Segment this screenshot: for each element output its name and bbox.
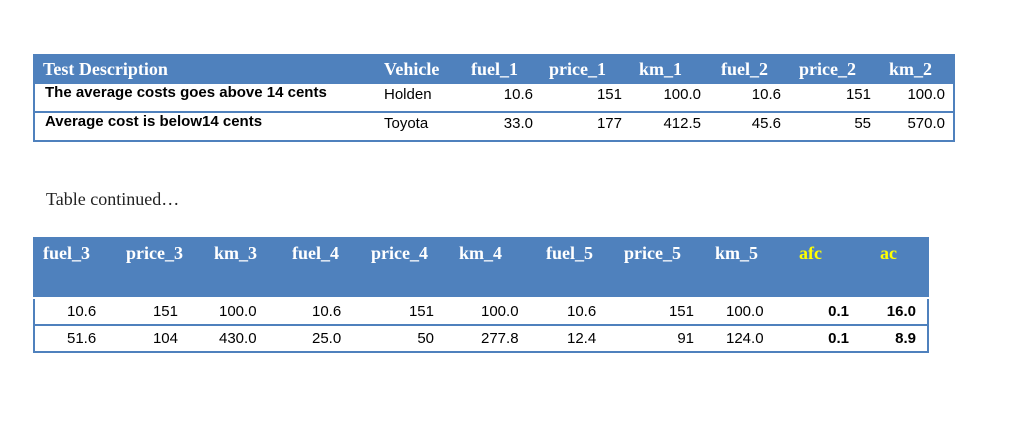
- column-header: fuel_3: [34, 238, 118, 298]
- table-cell: 10.6: [463, 82, 541, 112]
- table-cell: 104: [118, 324, 206, 352]
- column-header: fuel_2: [713, 55, 791, 83]
- table-continued: fuel_3 price_3 km_3 fuel_4 price_4 km_4 fuel_5…: [33, 237, 929, 353]
- column-header: afc: [791, 238, 866, 298]
- table-row: 10.6 151 100.0 10.6 151 100.0 10.6 151 100.0 0.1 1…: [34, 297, 928, 325]
- column-header: Vehicle: [376, 55, 463, 83]
- column-header: Test Description: [34, 55, 376, 83]
- table-cell: 151: [118, 297, 206, 325]
- table-cell: 25.0: [284, 324, 363, 352]
- table-main: Test Description Vehicle fuel_1 price_1 km_1…: [33, 54, 955, 142]
- header-row: Test Description Vehicle fuel_1 price_1 km_1…: [34, 55, 954, 83]
- column-header: km_3: [206, 238, 284, 298]
- table-cell: 10.6: [713, 82, 791, 112]
- table-cell: 430.0: [206, 324, 284, 352]
- column-header: ac: [866, 238, 928, 298]
- table-cell: 151: [541, 82, 631, 112]
- table-cell: 412.5: [631, 111, 713, 141]
- table-cell: 10.6: [34, 297, 118, 325]
- column-header: fuel_4: [284, 238, 363, 298]
- table-cell: 570.0: [881, 111, 954, 141]
- table-cell: 12.4: [538, 324, 616, 352]
- table-cell: 51.6: [34, 324, 118, 352]
- table-cell: 10.6: [284, 297, 363, 325]
- column-header: km_1: [631, 55, 713, 83]
- column-header: km_4: [451, 238, 538, 298]
- table-cell: 277.8: [451, 324, 538, 352]
- table-cell: 16.0: [866, 297, 928, 325]
- table-cell: Toyota: [376, 111, 463, 141]
- table-cell: Holden: [376, 82, 463, 112]
- table-cell: 151: [363, 297, 451, 325]
- table-cell: 91: [616, 324, 707, 352]
- column-header: fuel_5: [538, 238, 616, 298]
- table-cell: 10.6: [538, 297, 616, 325]
- table-cell: 55: [791, 111, 881, 141]
- column-header: km_2: [881, 55, 954, 83]
- table-cell: 151: [616, 297, 707, 325]
- caption: Table continued…: [46, 189, 180, 209]
- column-header: fuel_1: [463, 55, 541, 83]
- table-cell: 100.0: [881, 82, 954, 112]
- table-cell: 100.0: [206, 297, 284, 325]
- column-header: price_3: [118, 238, 206, 298]
- table-cell: 50: [363, 324, 451, 352]
- column-header: price_1: [541, 55, 631, 83]
- table-cell: 0.1: [791, 324, 866, 352]
- table-cell: Average cost is below14 cents: [34, 111, 376, 141]
- table-cell: 8.9: [866, 324, 928, 352]
- table-cell: The average costs goes above 14 cents: [34, 82, 376, 112]
- column-header: km_5: [707, 238, 791, 298]
- table-row: Average cost is below14 cents Toyota 33.0 1…: [34, 111, 954, 141]
- table-cell: 45.6: [713, 111, 791, 141]
- table-cell: 100.0: [631, 82, 713, 112]
- column-header: price_5: [616, 238, 707, 298]
- table-cell: 177: [541, 111, 631, 141]
- header-row: fuel_3 price_3 km_3 fuel_4 price_4 km_4 fuel_5…: [34, 238, 928, 298]
- table-cell: 100.0: [707, 297, 791, 325]
- table-cell: 33.0: [463, 111, 541, 141]
- table-cell: 0.1: [791, 297, 866, 325]
- table-cell: 124.0: [707, 324, 791, 352]
- table-row: 51.6 104 430.0 25.0 50 277.8 12.4 91 124.0 0.1 8.9: [34, 324, 928, 352]
- table-cell: 151: [791, 82, 881, 112]
- column-header: price_2: [791, 55, 881, 83]
- column-header: price_4: [363, 238, 451, 298]
- table-row: The average costs goes above 14 cents Hol…: [34, 82, 954, 112]
- table-cell: 100.0: [451, 297, 538, 325]
